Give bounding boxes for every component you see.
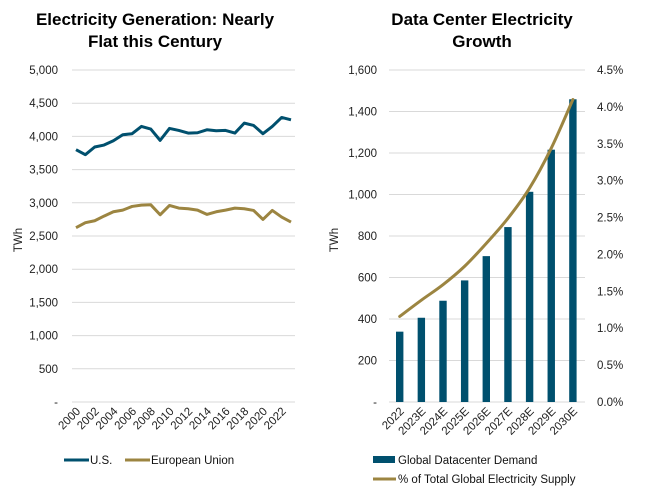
y-tick-label: 800 — [358, 231, 377, 243]
data-center-chart: Data Center Electricity Growth TWh - 200 4… — [329, 10, 623, 486]
bar — [547, 149, 555, 402]
legend-label-us: U.S. — [90, 455, 112, 467]
y-axis-label: TWh — [13, 228, 25, 252]
bar — [460, 280, 469, 402]
y-tick-label: 3,500 — [29, 165, 58, 177]
y-axis-label: TWh — [329, 228, 341, 252]
y2-tick-label: 1.5% — [597, 286, 623, 298]
legend-label-share: % of Total Global Electricity Supply — [398, 474, 576, 486]
y2-tick-label: 0.5% — [597, 360, 623, 372]
y-tick-label: - — [373, 397, 377, 409]
bar — [569, 99, 577, 402]
electricity-generation-chart: Electricity Generation: Nearly Flat this… — [13, 10, 295, 467]
chart-title-line1: Electricity Generation: Nearly — [36, 10, 275, 29]
y2-tick-label: 0.0% — [597, 397, 623, 409]
y2-tick-label: 3.5% — [597, 139, 623, 151]
y-tick-label: 5,000 — [29, 65, 58, 77]
y-tick-label: 2,000 — [29, 264, 58, 276]
legend: U.S. European Union — [64, 455, 234, 467]
chart-title-line2: Growth — [452, 32, 512, 51]
bar — [482, 256, 490, 402]
series-line-share — [398, 98, 575, 318]
y-tick-label: 1,000 — [29, 331, 58, 343]
chart-title-line2: Flat this Century — [88, 32, 223, 51]
bar — [439, 300, 447, 402]
y-tick-label: 1,600 — [348, 65, 377, 77]
y-tick-label: 400 — [358, 314, 377, 326]
y2-tick-label: 4.0% — [597, 102, 623, 114]
y-tick-label: 1,400 — [348, 107, 377, 119]
chart-title-line1: Data Center Electricity — [391, 10, 573, 29]
bar — [417, 317, 426, 402]
series-line-eu — [75, 203, 292, 230]
y-tick-label: 1,500 — [29, 297, 58, 309]
y-tick-label: 2,500 — [29, 231, 58, 243]
y2-tick-label: 2.0% — [597, 249, 623, 261]
y-tick-label: 1,200 — [348, 148, 377, 160]
legend: Global Datacenter Demand % of Total Glob… — [373, 455, 576, 486]
y-tick-label: 3,000 — [29, 198, 58, 210]
y-tick-label: 4,000 — [29, 131, 58, 143]
y-tick-label: 500 — [39, 364, 58, 376]
bar — [525, 191, 534, 402]
y-tick-label: 4,500 — [29, 98, 58, 110]
y2-tick-label: 4.5% — [597, 65, 623, 77]
y-tick-label: 600 — [358, 273, 377, 285]
y-tick-label: - — [54, 397, 58, 409]
y-tick-label: 200 — [358, 356, 377, 368]
legend-label-demand: Global Datacenter Demand — [398, 455, 537, 467]
y2-tick-label: 3.0% — [597, 176, 623, 188]
y2-tick-label: 2.5% — [597, 213, 623, 225]
y-tick-label: 1,000 — [348, 190, 377, 202]
bar — [396, 331, 404, 402]
y2-tick-label: 1.0% — [597, 323, 623, 335]
bar — [504, 227, 512, 402]
series-line-us — [75, 115, 292, 157]
legend-label-eu: European Union — [151, 455, 234, 467]
x-tick-label: 2022 — [262, 406, 289, 433]
legend-swatch-demand — [373, 456, 395, 463]
